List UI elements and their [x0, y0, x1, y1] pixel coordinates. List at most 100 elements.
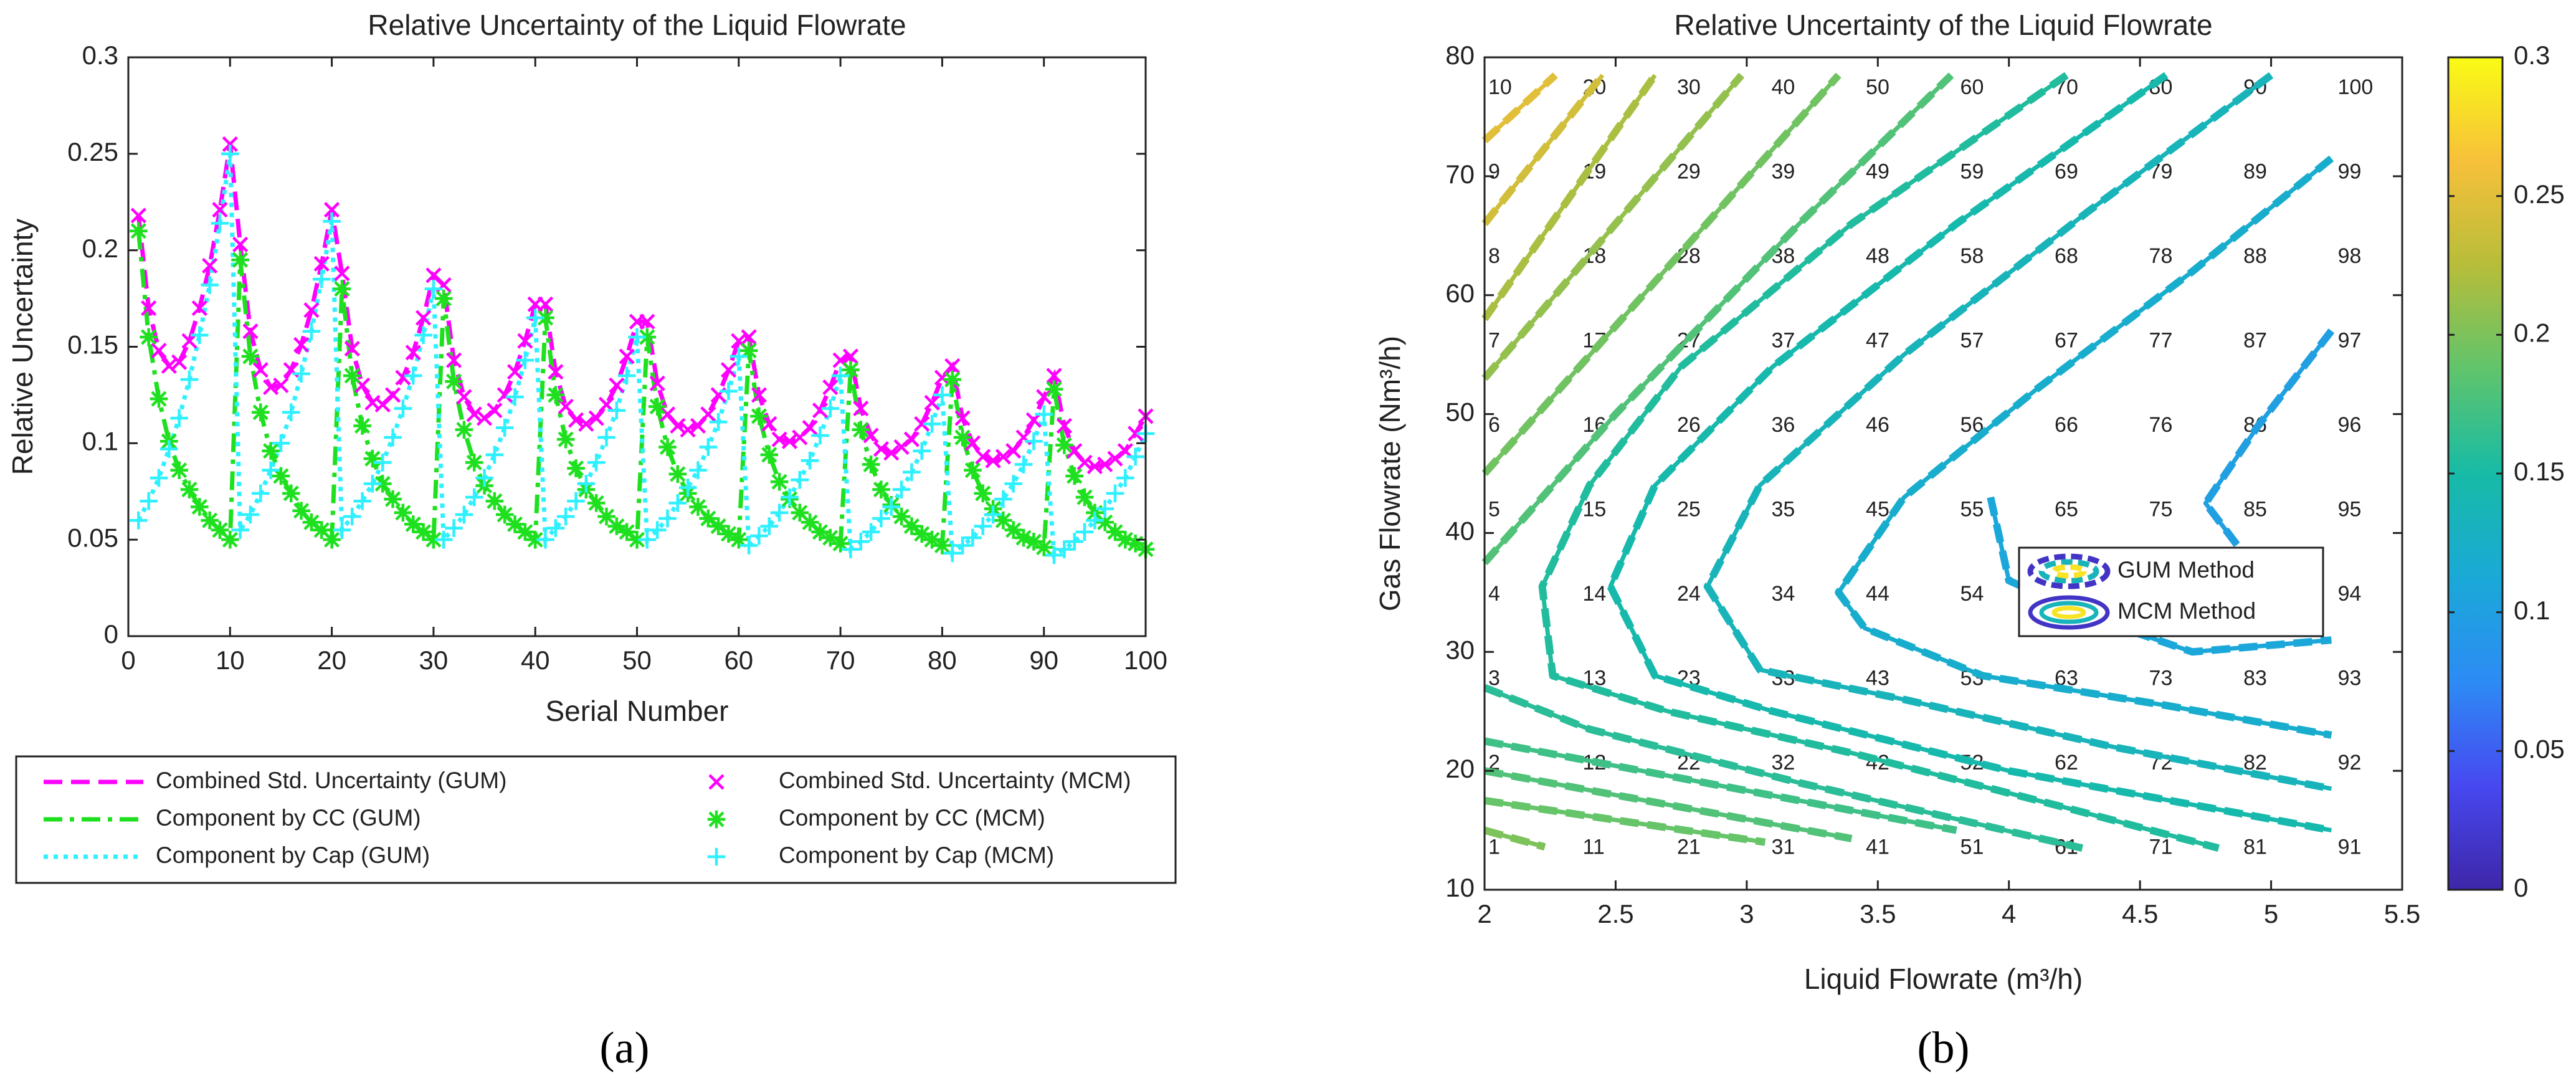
series-marker [781, 488, 799, 507]
series-marker [750, 526, 768, 545]
series-marker [434, 289, 453, 308]
series-marker [333, 521, 351, 539]
series-marker [842, 348, 859, 364]
series-marker [1107, 450, 1123, 467]
contour-line [2203, 329, 2334, 546]
contour-line [1484, 738, 1957, 833]
series-marker [231, 521, 249, 539]
point-label: 78 [2149, 244, 2173, 268]
x-tick-label: 90 [1029, 646, 1058, 675]
series-marker [689, 461, 707, 479]
series-marker [282, 484, 300, 503]
series-marker [313, 255, 330, 272]
series-marker [954, 410, 971, 426]
series-marker [1126, 535, 1144, 553]
series-marker [617, 523, 636, 541]
series-marker [1004, 475, 1023, 493]
series-marker [974, 517, 992, 535]
legend-swatch [2028, 595, 2110, 630]
series-marker [985, 452, 1001, 469]
point-label: 91 [2338, 835, 2362, 859]
series-marker [811, 426, 829, 445]
y-tick-label: 0.05 [67, 523, 118, 552]
series-marker [700, 406, 716, 422]
point-label: 96 [2338, 413, 2362, 437]
contour-line [1540, 73, 2220, 850]
series-marker [913, 525, 931, 543]
series-marker [1004, 521, 1023, 539]
legend-label: Component by CC (GUM) [156, 805, 421, 831]
legend-label: Combined Std. Uncertainty (MCM) [779, 768, 1131, 793]
series-marker [231, 250, 249, 269]
series-marker [730, 530, 748, 549]
point-label: 68 [2055, 244, 2078, 268]
series-marker [333, 280, 351, 298]
series-marker [852, 532, 870, 551]
point-label: 95 [2338, 497, 2362, 521]
series-marker [628, 530, 646, 549]
series-marker [628, 328, 646, 346]
series-marker [668, 494, 687, 512]
point-label: 66 [2055, 413, 2078, 437]
point-label: 29 [1677, 160, 1701, 183]
series-marker [1096, 513, 1114, 531]
y-tick-label: 40 [1445, 517, 1475, 546]
point-label: 26 [1677, 413, 1701, 437]
series-marker [292, 364, 310, 383]
contour-line [1484, 768, 1852, 841]
series-marker [609, 377, 625, 394]
series-marker [516, 351, 535, 369]
series-marker [171, 354, 188, 370]
series-marker [1035, 538, 1053, 556]
series-marker [303, 302, 320, 318]
series-marker [892, 480, 911, 498]
x-axis-label: Liquid Flowrate (m³/h) [1804, 963, 2083, 995]
contour-line [1483, 74, 1840, 475]
legend-swatch [2051, 564, 2087, 579]
series-marker [384, 490, 402, 508]
series-marker [587, 454, 606, 472]
legend-label: MCM Method [2117, 598, 2256, 624]
series-marker [760, 517, 779, 535]
series-marker [1035, 405, 1053, 424]
series-marker [761, 416, 777, 432]
point-label: 59 [1961, 160, 1984, 183]
series-marker [873, 441, 890, 457]
series-marker [140, 492, 158, 510]
series-marker [536, 308, 554, 327]
legend-swatch [708, 774, 725, 790]
legend-label: Component by Cap (GUM) [156, 842, 430, 868]
point-label: 25 [1677, 497, 1701, 521]
series-marker [424, 530, 443, 549]
x-tick-label: 40 [521, 646, 550, 675]
point-label: 14 [1583, 582, 1607, 606]
legend-swatch [2038, 559, 2099, 584]
series-marker [497, 387, 513, 403]
series-marker [415, 310, 432, 326]
series-marker [536, 530, 554, 549]
point-label: 6 [1488, 413, 1500, 437]
series-marker [343, 507, 361, 526]
y-tick-label: 0.1 [82, 426, 118, 455]
colorbar-tick-label: 0.1 [2514, 596, 2550, 625]
legend-box [15, 755, 1177, 884]
series-marker [975, 449, 991, 465]
series-marker [1116, 469, 1134, 487]
series-marker [465, 488, 483, 507]
point-label: 89 [2243, 160, 2267, 183]
x-tick-label: 2 [1477, 899, 1491, 928]
point-label: 51 [1961, 835, 1984, 859]
series-marker [241, 347, 260, 366]
series-marker [680, 422, 696, 438]
series-marker [567, 459, 585, 477]
series-marker [485, 492, 504, 510]
series-marker [1128, 426, 1144, 442]
chart-title: Relative Uncertainty of the Liquid Flowr… [1674, 9, 2212, 41]
series-marker [343, 366, 361, 385]
legend: GUM Method MCM Method [2018, 546, 2324, 637]
series-marker [312, 521, 331, 539]
series-marker [373, 475, 392, 493]
series-marker [944, 358, 961, 374]
series-marker [363, 475, 382, 493]
y-tick-label: 30 [1445, 635, 1475, 664]
